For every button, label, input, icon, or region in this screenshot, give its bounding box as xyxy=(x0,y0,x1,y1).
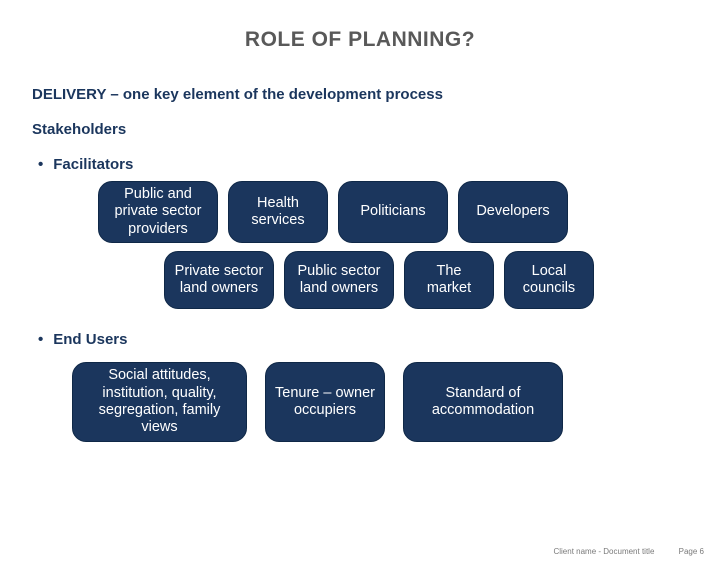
footer: Client name - Document title Page 6 xyxy=(553,547,704,556)
slide-title: ROLE OF PLANNING? xyxy=(0,28,720,52)
stakeholders-label: Stakeholders xyxy=(32,121,688,138)
content-area: DELIVERY – one key element of the develo… xyxy=(0,86,720,442)
pill: Local councils xyxy=(504,251,594,309)
footer-client: Client name - Document title xyxy=(553,547,654,556)
pill: Social attitudes, institution, quality, … xyxy=(72,362,247,442)
end-users-bullet: End Users xyxy=(38,331,688,348)
pill: Public and private sector providers xyxy=(98,181,218,243)
end-users-row: Social attitudes, institution, quality, … xyxy=(72,362,688,442)
pill: Public sector land owners xyxy=(284,251,394,309)
pill: Private sector land owners xyxy=(164,251,274,309)
footer-page: Page 6 xyxy=(679,547,704,556)
facilitators-bullet: Facilitators xyxy=(38,156,688,173)
pill: Tenure – owner occupiers xyxy=(265,362,385,442)
pill: Developers xyxy=(458,181,568,243)
pill: The market xyxy=(404,251,494,309)
pill: Health services xyxy=(228,181,328,243)
facilitators-row-2: Private sector land owners Public sector… xyxy=(164,251,688,309)
pill: Politicians xyxy=(338,181,448,243)
subtitle: DELIVERY – one key element of the develo… xyxy=(32,86,688,103)
pill: Standard of accommodation xyxy=(403,362,563,442)
facilitators-row-1: Public and private sector providers Heal… xyxy=(98,181,688,243)
